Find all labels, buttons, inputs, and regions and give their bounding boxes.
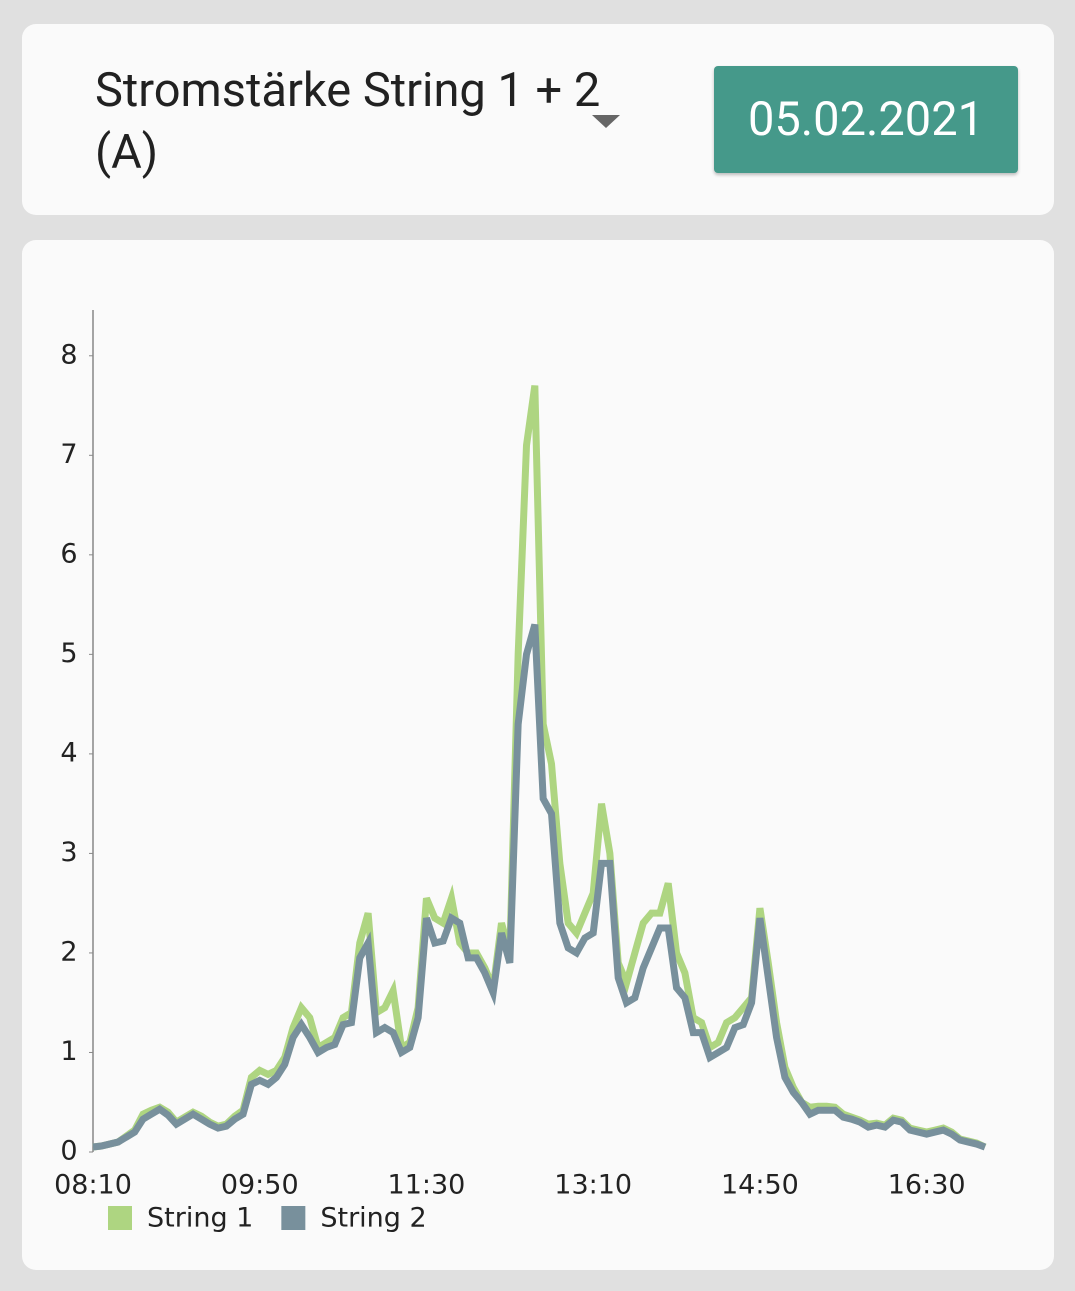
y-tick-label: 2 <box>60 936 77 967</box>
y-tick-label: 4 <box>60 737 77 768</box>
x-tick-label: 09:50 <box>221 1170 299 1201</box>
x-tick-label: 13:10 <box>554 1170 632 1201</box>
y-tick-label: 8 <box>60 339 77 370</box>
y-tick-label: 6 <box>60 538 77 569</box>
x-tick-label: 14:50 <box>721 1170 799 1201</box>
date-button[interactable]: 05.02.2021 <box>714 66 1018 173</box>
x-tick-label: 11:30 <box>388 1170 466 1201</box>
line-series <box>92 623 987 1151</box>
x-tick-label: 08:10 <box>54 1170 132 1201</box>
y-tick-label: 7 <box>60 439 77 470</box>
dropdown-arrow[interactable] <box>592 115 620 128</box>
legend-label: String 1 <box>147 1203 253 1234</box>
legend-swatch <box>108 1206 132 1230</box>
legend-swatch <box>281 1206 306 1230</box>
y-tick-label: 3 <box>60 837 77 868</box>
x-tick-label: 16:30 <box>888 1170 966 1201</box>
y-tick-label: 5 <box>60 638 77 669</box>
chart-selector[interactable]: Stromstärke String 1 + 2 (A) <box>95 63 601 180</box>
y-tick-label: 1 <box>60 1036 77 1067</box>
y-tick-label: 0 <box>60 1136 77 1167</box>
legend-label: String 2 <box>320 1203 426 1234</box>
